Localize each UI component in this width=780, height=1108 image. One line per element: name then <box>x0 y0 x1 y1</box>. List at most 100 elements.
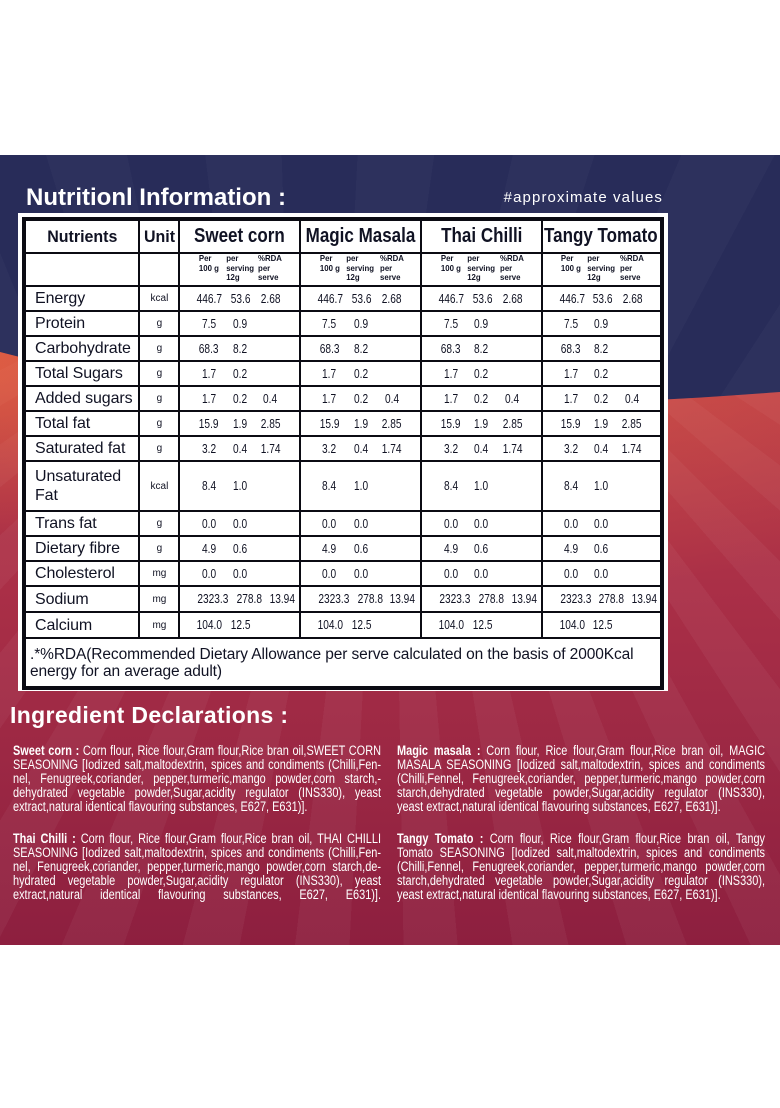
nutrient-value: 0.6 <box>232 540 247 556</box>
nutrient-value: 3.2 <box>322 440 337 456</box>
nutrient-value: 8.4 <box>443 478 458 493</box>
column-header-nutrients: Nutrients <box>47 226 118 246</box>
nutrient-row: Energy kcal 446.7 53.6 2.68 446.7 53.6 2.68 446.… <box>22 285 664 312</box>
nutrient-values-cell: 446.7 53.6 2.68 <box>298 285 423 312</box>
ingredient-paragraph: Sweet corn : Corn flour, Rice flour,Gram… <box>13 744 381 814</box>
nutrient-values-cell: 2323.3 278.8 13.94 <box>178 585 301 613</box>
nutrient-unit-cell: g <box>138 310 181 337</box>
nutrient-value: 278.8 <box>598 591 625 606</box>
nutrient-name-cell: Unsaturated Fat <box>22 460 141 512</box>
nutrient-values-cell: 1.7 0.2 0.4 <box>420 385 543 412</box>
table-header-row: Nutrients Unit Sweet corn Magic Masala Thai … <box>22 218 664 254</box>
subheader-label: per serving 12g <box>225 253 254 282</box>
nutrient-values-cell: 104.0 12.5 <box>420 611 543 639</box>
ingredient-paragraph-line: Magic masala : Corn flour, Rice flour,Gr… <box>397 743 766 758</box>
nutrient-values-cell: 68.3 8.2 <box>178 335 301 362</box>
nutrient-value: 0.6 <box>594 540 609 556</box>
column-header-tangy-tomato: Tangy Tomato <box>544 225 659 247</box>
nutrient-value: 0.0 <box>594 565 609 581</box>
nutrient-value: 0.4 <box>594 440 609 456</box>
nutrient-value: 4.9 <box>322 540 337 556</box>
nutrient-value: 0.2 <box>353 365 368 381</box>
nutrient-unit-cell: g <box>138 510 181 537</box>
nutrient-value: 0.0 <box>474 565 489 581</box>
table-subheader-row: Per 100 g per serving 12g %RDA per serve Pe… <box>22 252 664 287</box>
nutrient-value: 8.2 <box>353 340 368 356</box>
nutrient-value: 0.0 <box>443 565 458 581</box>
nutrient-values-cell: 68.3 8.2 <box>540 335 664 362</box>
nutrient-value: 0.0 <box>232 565 247 581</box>
nutrient-value: 0.0 <box>322 515 337 531</box>
ingredient-paragraph-line: Tangy Tomato : Corn flour, Rice flour,Gr… <box>397 831 766 846</box>
nutrient-unit-cell: g <box>138 435 181 462</box>
nutrient-value: 0.4 <box>232 440 247 456</box>
nutrient-values-cell: 0.0 0.0 <box>420 510 543 537</box>
nutrient-value: 2.68 <box>382 290 402 306</box>
nutrient-value: 0.2 <box>232 390 247 406</box>
nutrient-row: Total fat g 15.9 1.9 2.85 15.9 1.9 2.85 15.9 1.9 2… <box>22 410 664 437</box>
nutrient-name-cell: Total Sugars <box>22 360 141 387</box>
nutrient-values-cell: 0.0 0.0 <box>298 560 423 587</box>
ingredient-paragraph-line: SEASONING [Iodized salt,maltodextrin, sp… <box>13 757 382 772</box>
nutrient-values-cell: 1.7 0.2 <box>178 360 301 387</box>
subheader-label: Per 100 g <box>319 253 340 273</box>
ingredient-paragraph: Tangy Tomato : Corn flour, Rice flour,Gr… <box>397 832 765 902</box>
nutrient-row: Added sugars g 1.7 0.2 0.4 1.7 0.2 0.4 1.7 0.2 0.4… <box>22 385 664 412</box>
column-header-cell: Thai Chilli <box>420 218 543 254</box>
subheader-cell: Per 100 g per serving 12g %RDA per serve <box>420 252 543 287</box>
nutrient-name-cell: Trans fat <box>22 510 141 537</box>
nutrient-value: 15.9 <box>319 415 340 431</box>
nutrient-value: 1.7 <box>563 365 578 381</box>
nutrient-values-cell: 446.7 53.6 2.68 <box>178 285 301 312</box>
nutrient-value: 2.85 <box>260 415 281 431</box>
subheader-cell: Per 100 g per serving 12g %RDA per serve <box>540 252 664 287</box>
ingredient-flavor-label: Tangy Tomato : <box>397 831 484 846</box>
nutrient-row: Total Sugars g 1.7 0.2 1.7 0.2 1.7 0.2 1.7 0.2 <box>22 360 664 387</box>
nutrient-value: 1.9 <box>594 415 609 431</box>
nutrient-value: 2323.3 <box>197 591 229 606</box>
nutrient-unit-cell: kcal <box>138 285 181 312</box>
nutrition-table: Nutrients Unit Sweet corn Magic Masala Thai … <box>22 217 664 690</box>
nutrient-value: 1.9 <box>353 415 368 431</box>
ingredient-paragraph: Thai Chilli : Corn flour, Rice flour,Gra… <box>13 832 381 902</box>
ingredient-paragraph-line: SEASONING [Iodized salt,maltodextrin, sp… <box>13 845 382 860</box>
nutrient-values-cell: 1.7 0.2 0.4 <box>540 385 664 412</box>
column-header-magic-masala: Magic Masala <box>305 225 416 247</box>
nutrient-value: 7.5 <box>443 315 458 331</box>
nutrient-value: 4.9 <box>201 540 216 556</box>
nutrient-row: Saturated fat g 3.2 0.4 1.74 3.2 0.4 1.74 3.2 0.4… <box>22 435 664 462</box>
nutrient-value: 0.0 <box>563 515 578 531</box>
nutrient-value: 8.4 <box>201 478 216 493</box>
nutrient-value: 104.0 <box>317 617 343 632</box>
nutrient-value: 0.9 <box>232 315 247 331</box>
nutrient-value: 0.0 <box>201 515 216 531</box>
nutrient-value: 0.2 <box>232 365 247 381</box>
nutrient-values-cell: 3.2 0.4 1.74 <box>540 435 664 462</box>
nutrient-value: 1.7 <box>563 390 578 406</box>
nutrient-value: 7.5 <box>201 315 216 331</box>
nutrient-unit-cell: mg <box>138 560 181 587</box>
nutrient-value: 1.9 <box>232 415 247 431</box>
nutrient-value: 0.4 <box>384 390 399 406</box>
nutrient-value: 68.3 <box>319 340 340 356</box>
column-header-thai-chilli: Thai Chilli <box>440 225 523 247</box>
subheader-label: Per 100 g <box>560 253 581 273</box>
nutrient-value: 0.0 <box>201 565 216 581</box>
nutrient-values-cell: 8.4 1.0 <box>540 460 664 512</box>
nutrient-values-cell: 4.9 0.6 <box>420 535 543 562</box>
nutrient-name-cell: Saturated fat <box>22 435 141 462</box>
nutrient-value: 1.0 <box>353 478 368 493</box>
nutrient-value: 0.6 <box>474 540 489 556</box>
nutrient-value: 0.2 <box>353 390 368 406</box>
nutrient-value: 2323.3 <box>439 591 471 606</box>
ingredient-flavor-label: Magic masala : <box>397 743 481 758</box>
nutrient-value: 1.74 <box>260 440 281 456</box>
nutrient-value: 278.8 <box>357 591 383 606</box>
nutrient-value: 1.0 <box>594 478 609 493</box>
subheader-label: Per 100 g <box>440 253 461 273</box>
nutrient-value: 446.7 <box>197 290 223 306</box>
nutrient-values-cell: 0.0 0.0 <box>178 510 301 537</box>
nutrient-values-cell: 4.9 0.6 <box>540 535 664 562</box>
nutrient-values-cell: 446.7 53.6 2.68 <box>540 285 664 312</box>
ingredient-paragraph-line: (Chilli,Fennel, Fenugreek,coriander, pep… <box>397 771 766 786</box>
